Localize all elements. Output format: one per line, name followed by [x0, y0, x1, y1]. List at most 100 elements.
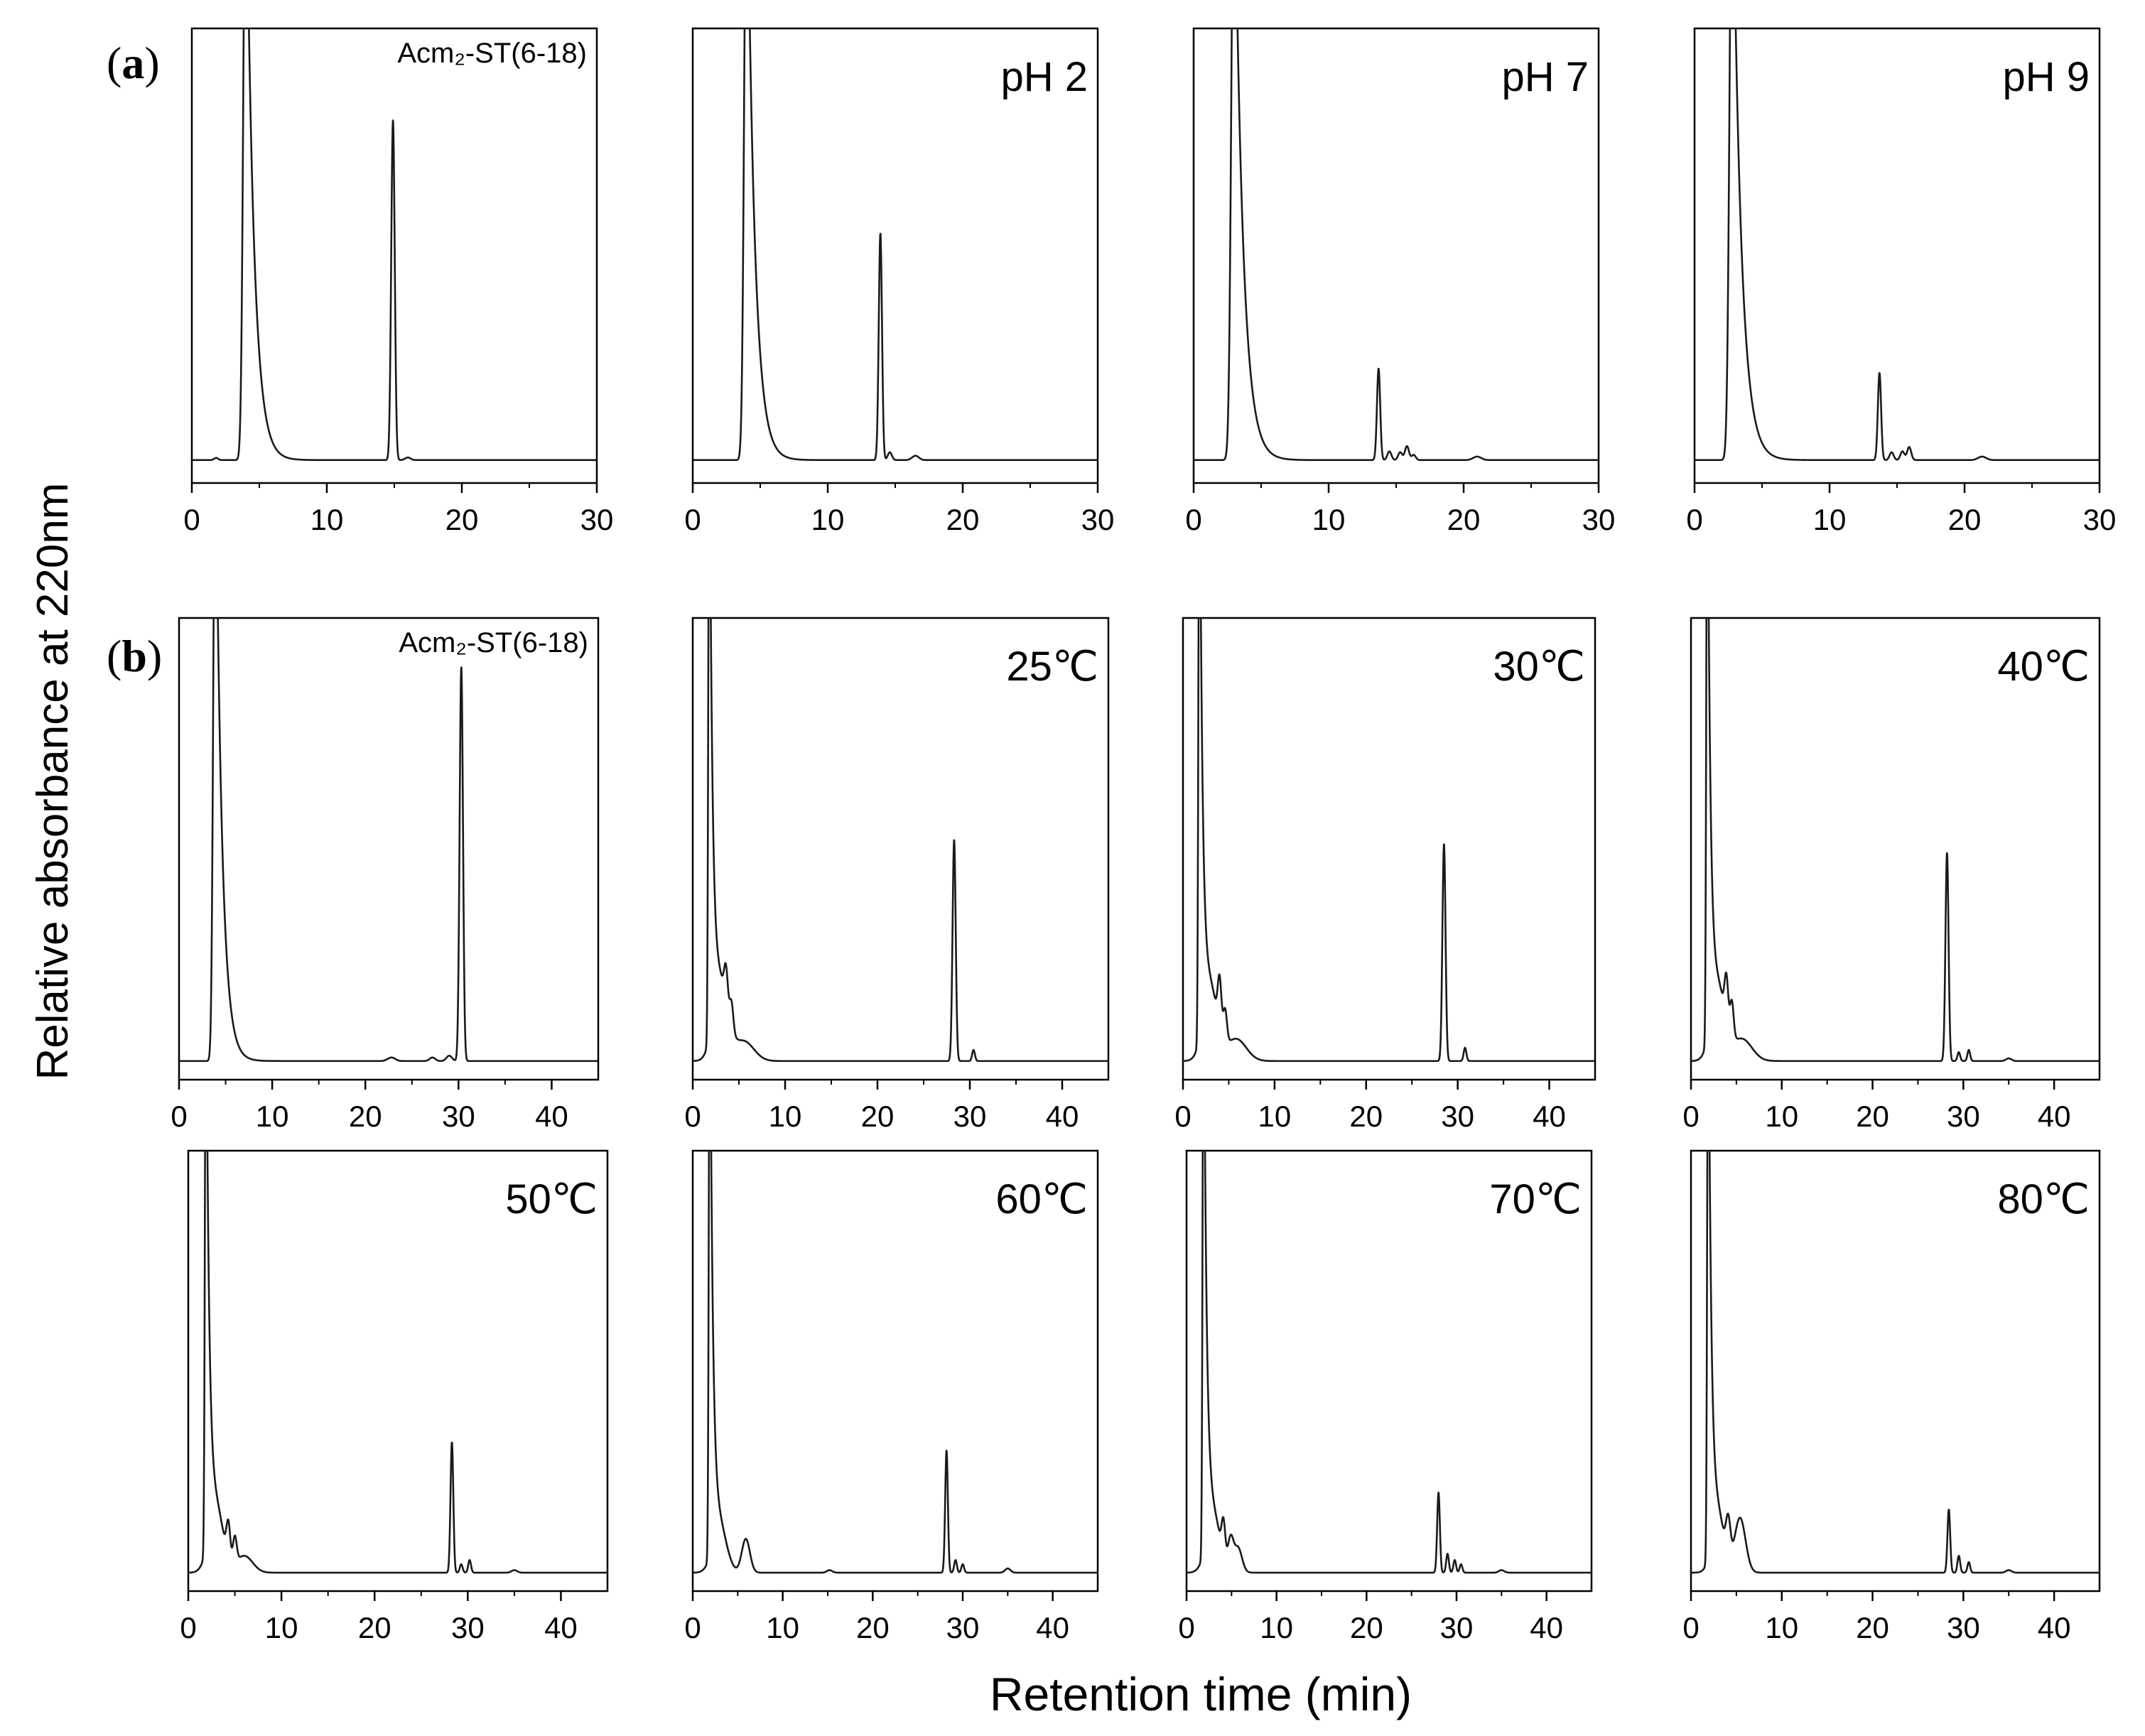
x-tick-label: 10 [1765, 1100, 1798, 1133]
x-tick-label: 0 [684, 1611, 701, 1644]
x-tick-label: 30 [1441, 1100, 1474, 1133]
x-tick-label: 20 [358, 1611, 391, 1644]
panel-title: Acm₂-ST(6-18) [399, 627, 588, 658]
panel-a-2: 0 10 20 30 pH 2 [684, 27, 1115, 536]
x-tick-label: 30 [2083, 503, 2117, 536]
chromatogram-trace [693, 28, 1098, 462]
x-tick-label: 10 [310, 503, 344, 536]
plot-frame [1185, 1149, 1593, 1593]
x-tick-label: 0 [1682, 1100, 1699, 1133]
x-axis-title: Retention time (min) [990, 1668, 1412, 1720]
panel-title: Acm₂-ST(6-18) [397, 38, 587, 69]
x-tick-label: 30 [1081, 503, 1115, 536]
x-tick-label: 10 [256, 1100, 289, 1133]
x-tick-label: 40 [2038, 1100, 2071, 1133]
chromatogram-panels: 0 10 20 30 Acm₂-ST(6-18) 0 10 20 30 pH 2 0 10 20 30 pH… [171, 27, 2117, 1644]
x-tick-label: 20 [1856, 1611, 1889, 1644]
plot-frame [1690, 1149, 2101, 1593]
plot-frame [178, 617, 600, 1081]
x-tick-label: 30 [1947, 1100, 1980, 1133]
chromatogram-trace [1187, 1151, 1592, 1574]
x-tick-label: 30 [442, 1100, 475, 1133]
x-tick-label: 10 [1765, 1611, 1798, 1644]
x-tick-label: 40 [535, 1100, 568, 1133]
x-tick-label: 30 [580, 503, 614, 536]
x-tick-label: 0 [1174, 1100, 1191, 1133]
chromatogram-trace [188, 1151, 607, 1574]
x-tick-label: 40 [1036, 1611, 1069, 1644]
chromatogram-trace [1695, 28, 2100, 462]
x-tick-label: 10 [1260, 1611, 1293, 1644]
x-tick-label: 20 [946, 503, 980, 536]
x-tick-label: 20 [1349, 1100, 1383, 1133]
chromatogram-trace [1194, 28, 1599, 462]
x-tick-label: 30 [1947, 1611, 1980, 1644]
x-tick-label: 40 [1533, 1100, 1566, 1133]
chromatogram-trace [693, 1151, 1098, 1574]
x-tick-label: 0 [1178, 1611, 1194, 1644]
x-tick-label: 0 [684, 503, 701, 536]
panel-a-3: 0 10 20 30 pH 7 [1185, 27, 1616, 536]
panel-letter-b: (b) [107, 631, 162, 681]
x-tick-label: 40 [1046, 1100, 1079, 1133]
panel-title: 80℃ [1997, 1176, 2090, 1222]
x-tick-label: 10 [766, 1611, 799, 1644]
plot-frame [1690, 617, 2101, 1081]
panel-title: 40℃ [1997, 644, 2090, 690]
panel-title: 30℃ [1493, 644, 1585, 690]
x-tick-label: 20 [1856, 1100, 1889, 1133]
x-tick-label: 20 [1350, 1611, 1383, 1644]
x-tick-label: 40 [1530, 1611, 1563, 1644]
x-tick-label: 20 [1447, 503, 1481, 536]
x-tick-label: 0 [183, 503, 200, 536]
panel-title: pH 2 [1000, 54, 1088, 100]
x-tick-label: 0 [1682, 1611, 1699, 1644]
x-tick-label: 10 [769, 1100, 802, 1133]
panel-b-6: 0 10 20 30 40 25℃ [684, 617, 1110, 1133]
panel-b-12: 0 10 20 30 40 80℃ [1682, 1149, 2101, 1644]
x-tick-label: 10 [1258, 1100, 1292, 1133]
x-tick-label: 30 [946, 1611, 980, 1644]
plot-frame [187, 1149, 609, 1593]
x-tick-label: 40 [2038, 1611, 2071, 1644]
x-tick-label: 30 [1440, 1611, 1474, 1644]
panel-title: 25℃ [1006, 644, 1098, 690]
x-tick-label: 30 [451, 1611, 485, 1644]
chromatogram-trace [1691, 1151, 2100, 1574]
x-tick-label: 0 [684, 1100, 701, 1133]
x-tick-label: 10 [1312, 503, 1346, 536]
panel-b-10: 0 10 20 30 40 60℃ [684, 1149, 1099, 1644]
plot-frame [691, 617, 1110, 1081]
panel-title: pH 9 [2002, 54, 2090, 100]
x-tick-label: 0 [180, 1611, 196, 1644]
x-tick-label: 10 [265, 1611, 298, 1644]
x-tick-label: 10 [811, 503, 845, 536]
x-tick-label: 0 [171, 1100, 187, 1133]
panel-title: 70℃ [1489, 1176, 1582, 1222]
x-tick-label: 20 [445, 503, 479, 536]
panel-title: 60℃ [995, 1176, 1088, 1222]
chromatogram-trace [179, 618, 598, 1063]
panel-b-8: 0 10 20 30 40 40℃ [1682, 617, 2101, 1133]
panel-title: pH 7 [1501, 54, 1589, 100]
plot-frame [1182, 617, 1596, 1081]
panel-title: 50℃ [505, 1176, 598, 1222]
plot-frame [691, 1149, 1099, 1593]
x-tick-label: 20 [856, 1611, 890, 1644]
x-tick-label: 30 [953, 1100, 987, 1133]
x-tick-label: 20 [861, 1100, 895, 1133]
panel-letter-a: (a) [107, 38, 160, 88]
chromatogram-trace [1691, 618, 2100, 1063]
panel-a-1: 0 10 20 30 Acm₂-ST(6-18) [183, 27, 614, 536]
panel-b-5: 0 10 20 30 40 Acm₂-ST(6-18) [171, 617, 600, 1133]
x-tick-label: 10 [1813, 503, 1847, 536]
x-tick-label: 30 [1582, 503, 1616, 536]
panel-b-11: 0 10 20 30 40 70℃ [1178, 1149, 1593, 1644]
panel-b-7: 0 10 20 30 40 30℃ [1174, 617, 1596, 1133]
chromatogram-trace [192, 28, 597, 462]
panel-b-9: 0 10 20 30 40 50℃ [180, 1149, 609, 1644]
x-tick-label: 0 [1686, 503, 1702, 536]
panel-a-4: 0 10 20 30 pH 9 [1686, 27, 2117, 536]
y-axis-title: Relative absorbance at 220nm [28, 483, 77, 1080]
